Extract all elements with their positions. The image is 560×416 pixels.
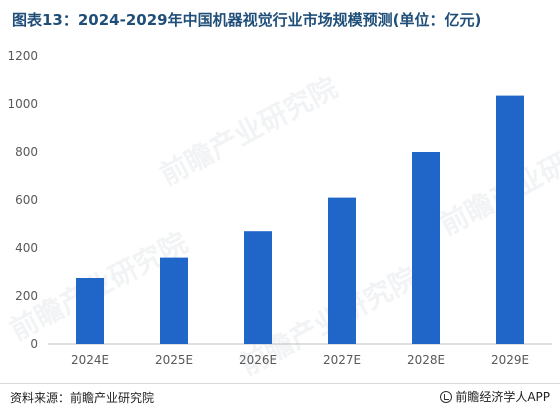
brand-credit: 前瞻经济学人APP <box>440 388 550 405</box>
bar <box>328 197 356 344</box>
x-tick-label: 2025E <box>155 353 193 367</box>
brand-label: 前瞻经济学人APP <box>455 390 550 404</box>
bar <box>412 152 440 344</box>
chart-title: 图表13：2024-2029年中国机器视觉行业市场规模预测(单位：亿元) <box>12 11 482 29</box>
bar <box>160 257 188 344</box>
bar <box>244 231 272 344</box>
y-tick-label: 0 <box>30 337 38 351</box>
x-tick-label: 2028E <box>407 353 445 367</box>
x-tick-label: 2029E <box>491 353 529 367</box>
y-tick-label: 400 <box>15 241 38 255</box>
footer-divider <box>0 383 560 384</box>
x-tick-label: 2024E <box>71 353 109 367</box>
x-tick-label: 2026E <box>239 353 277 367</box>
y-tick-label: 1000 <box>7 97 38 111</box>
source-note: 资料来源：前瞻产业研究院 <box>10 391 155 405</box>
bar <box>496 95 524 344</box>
bar <box>76 278 104 344</box>
y-tick-label: 1200 <box>7 49 38 63</box>
y-tick-label: 800 <box>15 145 38 159</box>
brand-logo-icon <box>440 390 453 403</box>
y-tick-label: 200 <box>15 289 38 303</box>
y-tick-label: 600 <box>15 193 38 207</box>
x-tick-label: 2027E <box>323 353 361 367</box>
